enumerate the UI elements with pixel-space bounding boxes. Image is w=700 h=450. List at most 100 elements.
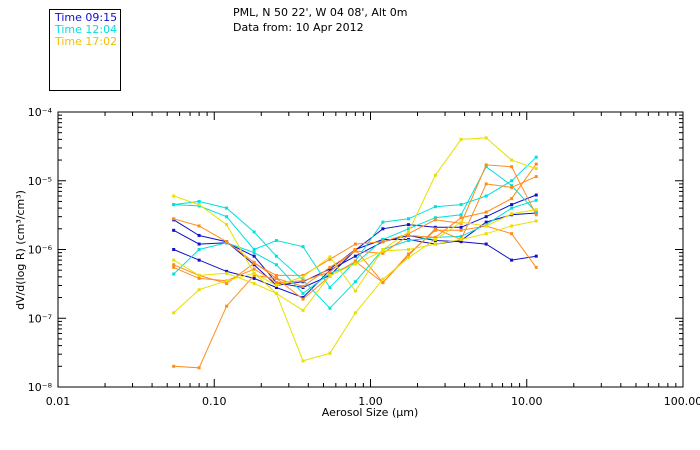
data-point (225, 304, 229, 308)
series-8 (172, 224, 538, 285)
data-point (534, 213, 538, 217)
data-point (534, 265, 538, 269)
data-point (381, 248, 385, 251)
data-point (406, 252, 410, 256)
data-point (381, 220, 385, 224)
data-point (252, 267, 256, 271)
data-point (534, 219, 538, 223)
data-point (484, 232, 488, 236)
data-point (252, 248, 256, 251)
x-tick-label: 10.00 (511, 395, 543, 408)
data-point (534, 155, 538, 159)
data-point (406, 256, 410, 260)
data-point (433, 216, 437, 220)
data-point (252, 230, 256, 234)
data-point (433, 228, 437, 232)
series-line (173, 209, 537, 362)
data-point (328, 257, 332, 261)
data-point (172, 311, 176, 315)
y-tick-label: 10⁻⁴ (28, 106, 53, 119)
data-point (510, 184, 514, 188)
data-point (328, 286, 332, 290)
data-point (252, 276, 256, 280)
data-point (484, 215, 488, 219)
data-point (433, 235, 437, 239)
data-point (353, 248, 357, 251)
data-point (406, 223, 410, 227)
data-point (301, 297, 305, 301)
data-point (459, 213, 463, 217)
data-point (172, 228, 176, 232)
data-point (301, 245, 305, 249)
data-point (225, 269, 229, 273)
series-5 (172, 165, 538, 295)
data-point (433, 242, 437, 246)
data-point (252, 251, 256, 255)
data-point (510, 232, 514, 236)
data-point (274, 263, 278, 267)
data-point (484, 182, 488, 186)
data-point (484, 210, 488, 214)
data-point (510, 203, 514, 207)
x-tick-label: 100.00 (664, 395, 700, 408)
data-point (459, 237, 463, 241)
data-point (274, 283, 278, 287)
data-point (484, 136, 488, 140)
series-9 (172, 162, 538, 288)
data-point (172, 272, 176, 276)
data-point (406, 230, 410, 234)
data-point (534, 210, 538, 214)
data-point (197, 273, 201, 277)
data-point (406, 233, 410, 237)
data-point (353, 289, 357, 293)
data-date: Data from: 10 Apr 2012 (233, 21, 364, 34)
data-point (510, 185, 514, 189)
data-point (381, 281, 385, 285)
data-point (353, 262, 357, 266)
data-point (225, 271, 229, 275)
data-point (172, 364, 176, 368)
series-line (173, 220, 537, 312)
data-point (484, 220, 488, 224)
x-axis-label: Aerosol Size (µm) (322, 406, 419, 419)
data-point (406, 232, 410, 236)
data-point (225, 279, 229, 283)
data-point (484, 224, 488, 228)
data-point (328, 306, 332, 310)
data-point (534, 193, 538, 197)
data-point (510, 158, 514, 162)
data-point (225, 206, 229, 210)
data-point (274, 254, 278, 258)
data-point (433, 205, 437, 209)
data-point (459, 225, 463, 229)
data-point (510, 212, 514, 216)
data-point (197, 199, 201, 203)
series-12 (172, 219, 538, 312)
data-point (534, 198, 538, 202)
data-point (353, 259, 357, 263)
data-point (433, 218, 437, 222)
data-point (353, 249, 357, 253)
y-tick-label: 10⁻⁷ (28, 312, 52, 325)
data-point (433, 237, 437, 241)
y-tick-label: 10⁻⁶ (28, 244, 53, 257)
data-point (459, 216, 463, 220)
legend-item: Time 12:04 (55, 23, 118, 36)
data-point (274, 281, 278, 285)
data-point (274, 273, 278, 277)
y-tick-label: 10⁻⁵ (28, 175, 52, 188)
data-point (328, 255, 332, 259)
data-point (301, 296, 305, 300)
data-point (381, 240, 385, 244)
data-point (459, 137, 463, 141)
series-4 (172, 155, 538, 290)
data-point (459, 240, 463, 244)
data-point (301, 291, 305, 295)
data-point (406, 217, 410, 221)
data-point (197, 203, 201, 207)
series-11 (172, 208, 538, 363)
data-point (301, 279, 305, 283)
legend: Time 09:15 Time 12:04 Time 17:02 (49, 9, 121, 91)
data-point (328, 270, 332, 274)
